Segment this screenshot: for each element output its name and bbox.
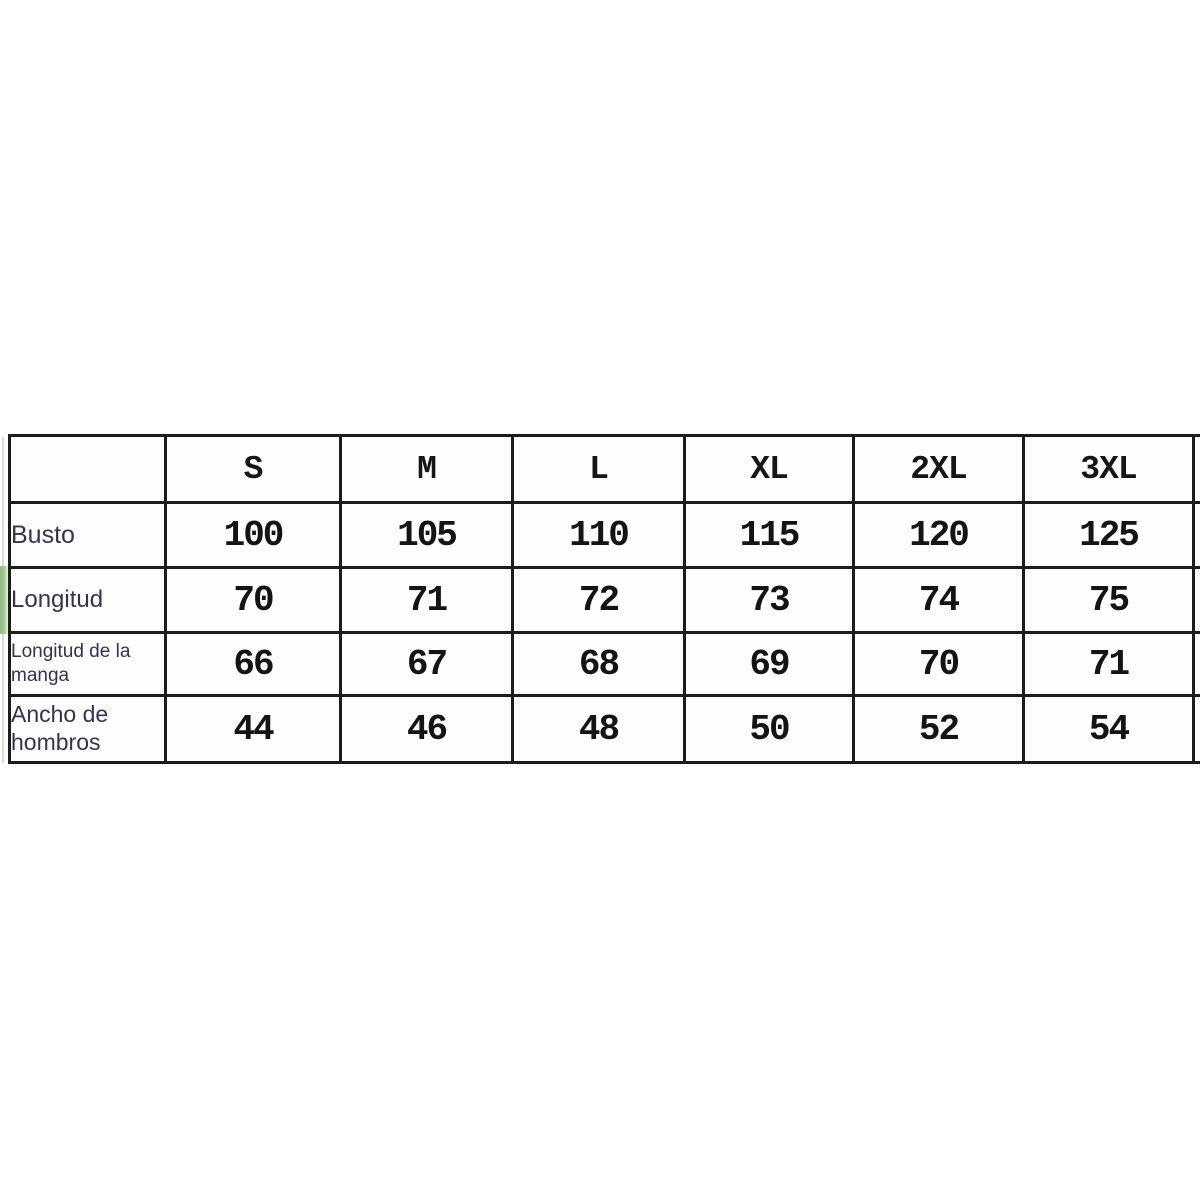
row-label: Busto xyxy=(8,501,167,569)
corner-cell xyxy=(8,434,167,504)
row-highlight-marker xyxy=(0,566,8,634)
value-cell: 44 xyxy=(164,694,342,764)
value-cell: 71 xyxy=(339,566,514,634)
value-cell: 71 xyxy=(1022,631,1195,697)
value-cell: 48 xyxy=(511,694,686,764)
partial-column-cell xyxy=(1192,694,1200,764)
value-cell: 100 xyxy=(164,501,342,569)
value-cell: 74 xyxy=(852,566,1025,634)
value-cell: 110 xyxy=(511,501,686,569)
value-cell: 73 xyxy=(683,566,855,634)
column-header-xl: XL xyxy=(683,434,855,504)
value-cell: 105 xyxy=(339,501,514,569)
partial-column-cell xyxy=(1192,631,1200,697)
column-header-s: S xyxy=(164,434,342,504)
value-cell: 75 xyxy=(1022,566,1195,634)
partial-column-cell xyxy=(1192,434,1200,504)
table-row-busto: Busto 100 105 110 115 120 125 xyxy=(8,501,1200,569)
size-chart-table: S M L XL 2XL 3XL Busto 100 105 110 115 1… xyxy=(8,434,1200,764)
row-label: Ancho de hombros xyxy=(8,694,167,764)
value-cell: 50 xyxy=(683,694,855,764)
column-header-l: L xyxy=(511,434,686,504)
value-cell: 72 xyxy=(511,566,686,634)
value-cell: 66 xyxy=(164,631,342,697)
header-row: S M L XL 2XL 3XL xyxy=(8,434,1200,504)
value-cell: 54 xyxy=(1022,694,1195,764)
value-cell: 70 xyxy=(852,631,1025,697)
value-cell: 46 xyxy=(339,694,514,764)
value-cell: 69 xyxy=(683,631,855,697)
value-cell: 52 xyxy=(852,694,1025,764)
value-cell: 125 xyxy=(1022,501,1195,569)
value-cell: 120 xyxy=(852,501,1025,569)
value-cell: 70 xyxy=(164,566,342,634)
column-header-3xl: 3XL xyxy=(1022,434,1195,504)
size-chart-container: S M L XL 2XL 3XL Busto 100 105 110 115 1… xyxy=(8,434,1200,766)
table-row-ancho-hombros: Ancho de hombros 44 46 48 50 52 54 xyxy=(8,694,1200,764)
value-cell: 67 xyxy=(339,631,514,697)
partial-column-cell xyxy=(1192,566,1200,634)
value-cell: 115 xyxy=(683,501,855,569)
column-header-m: M xyxy=(339,434,514,504)
partial-column-cell xyxy=(1192,501,1200,569)
row-label: Longitud xyxy=(8,566,167,634)
column-header-2xl: 2XL xyxy=(852,434,1025,504)
table-row-longitud-manga: Longitud de la manga 66 67 68 69 70 71 xyxy=(8,631,1200,697)
row-label: Longitud de la manga xyxy=(8,631,167,697)
value-cell: 68 xyxy=(511,631,686,697)
table-row-longitud: Longitud 70 71 72 73 74 75 xyxy=(8,566,1200,634)
